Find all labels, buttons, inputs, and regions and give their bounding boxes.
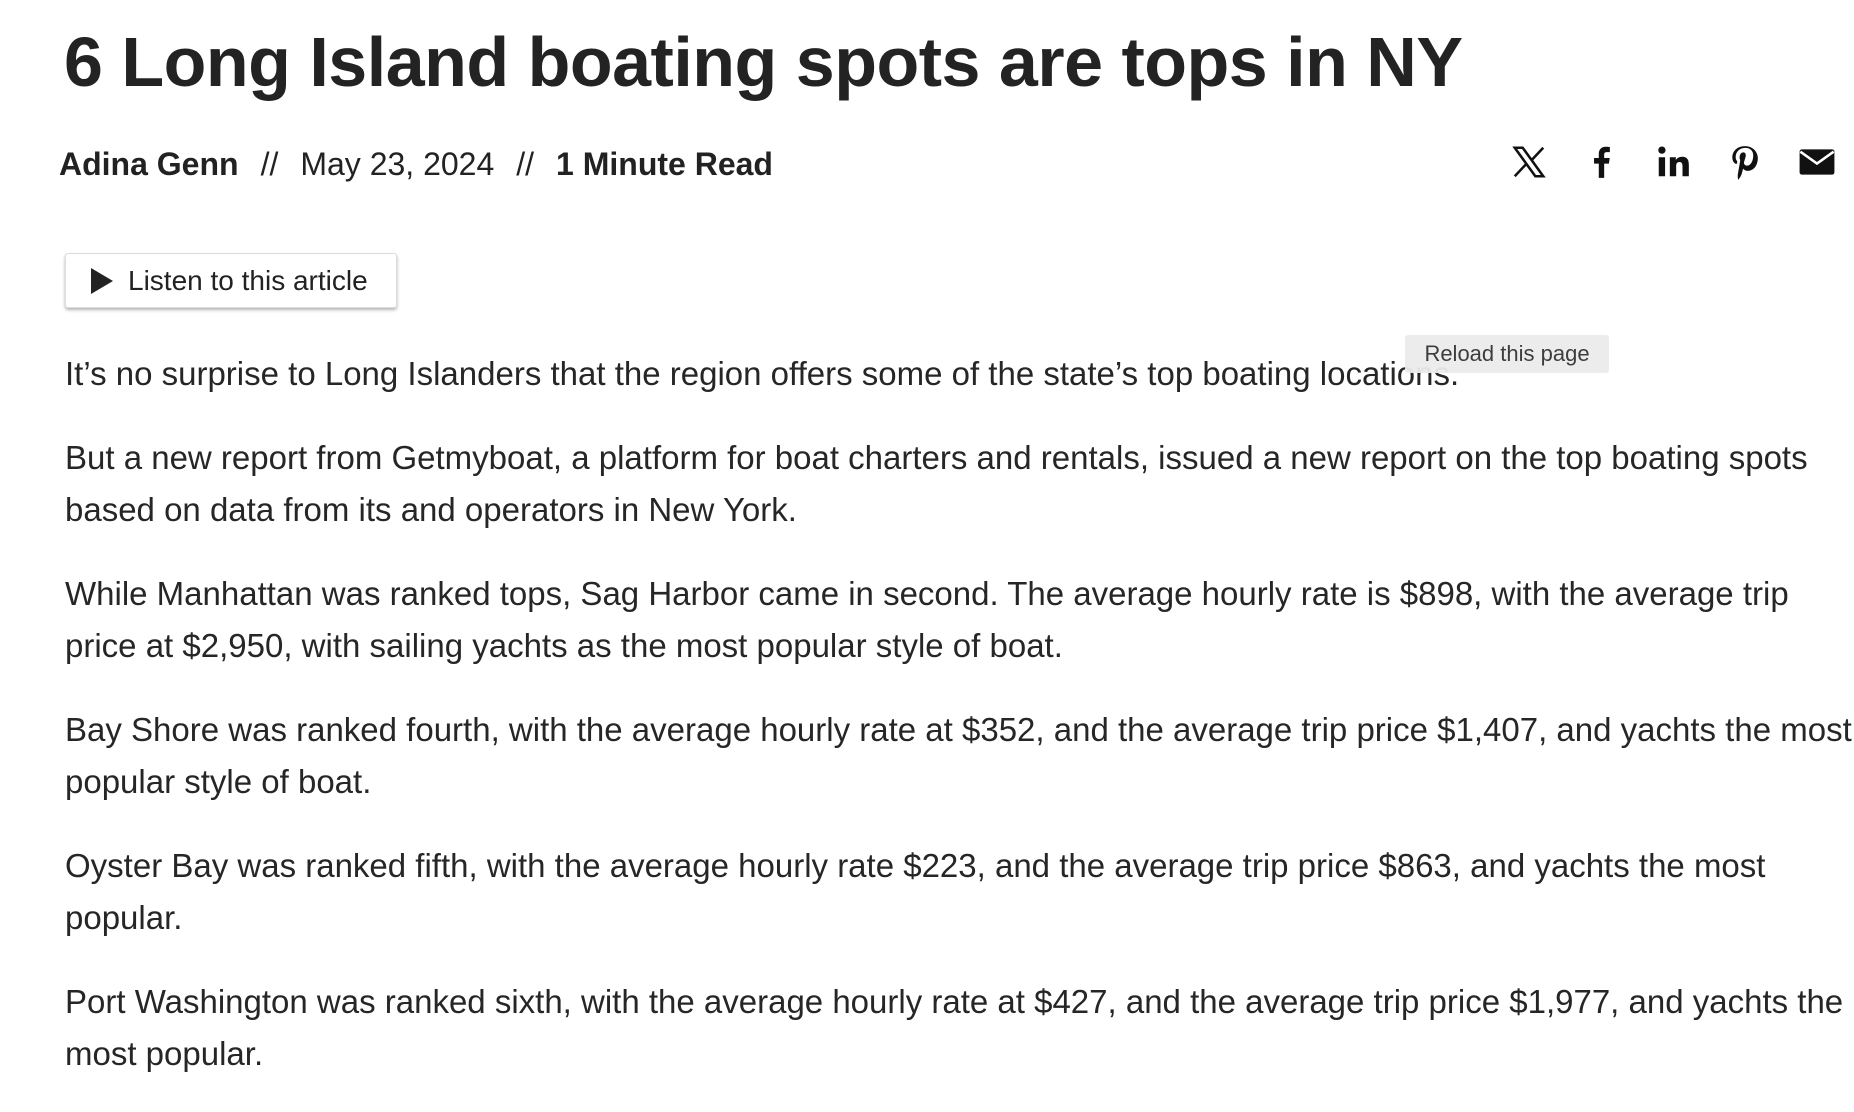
byline: Adina Genn // May 23, 2024 // 1 Minute R… [59, 146, 773, 183]
share-x[interactable] [1510, 143, 1548, 181]
article-body: It’s no surprise to Long Islanders that … [65, 348, 1854, 1112]
share-facebook[interactable] [1582, 143, 1620, 181]
share-pinterest[interactable] [1726, 143, 1764, 181]
share-email[interactable] [1798, 143, 1836, 181]
play-icon [91, 267, 113, 294]
separator: // [260, 146, 279, 182]
article-title: 6 Long Island boating spots are tops in … [64, 23, 1463, 101]
separator: // [516, 146, 535, 182]
paragraph: But a new report from Getmyboat, a platf… [65, 439, 1808, 528]
author[interactable]: Adina Genn [59, 146, 239, 182]
paragraph: It’s no surprise to Long Islanders that … [65, 355, 1460, 392]
date: May 23, 2024 [300, 146, 495, 182]
share-linkedin[interactable] [1654, 143, 1692, 181]
paragraph: Bay Shore was ranked fourth, with the av… [65, 711, 1852, 800]
listen-label: Listen to this article [128, 264, 368, 296]
read-time: 1 Minute Read [556, 146, 773, 182]
listen-button[interactable]: Listen to this article [65, 253, 397, 308]
paragraph: Port Washington was ranked sixth, with t… [65, 983, 1844, 1072]
paragraph: Oyster Bay was ranked fifth, with the av… [65, 847, 1766, 936]
paragraph: While Manhattan was ranked tops, Sag Har… [65, 575, 1789, 664]
share-icons [1510, 143, 1836, 181]
tooltip: Reload this page [1405, 335, 1609, 373]
